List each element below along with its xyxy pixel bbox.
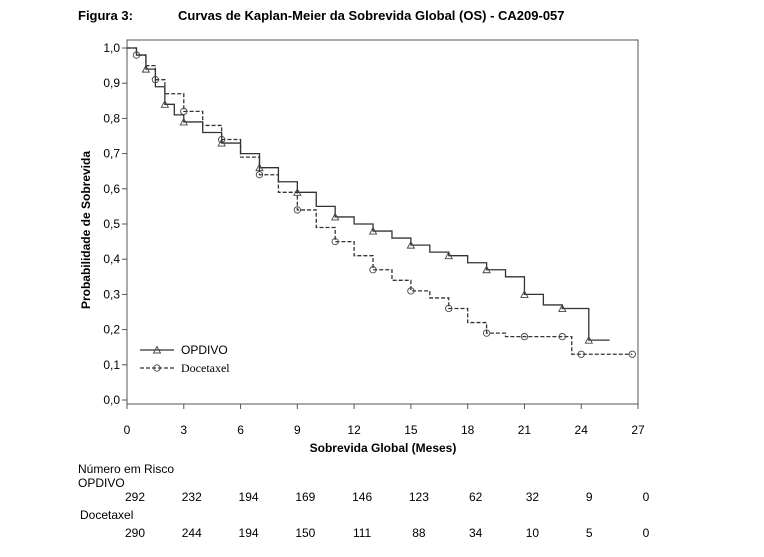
figure-number: Figura 3:: [78, 8, 133, 23]
risk-count: 10: [525, 526, 540, 540]
x-tick-label: 15: [404, 423, 418, 437]
censor-mark: [558, 304, 567, 312]
risk-count: 34: [468, 526, 483, 540]
risk-count: 32: [525, 490, 540, 504]
x-axis-label: Sobrevida Global (Meses): [310, 441, 457, 455]
censor-mark: [369, 266, 377, 274]
y-tick-label: 1,0: [103, 41, 120, 55]
censor-mark: [160, 99, 170, 108]
survival-line: [127, 47, 633, 355]
censor-mark: [520, 289, 529, 298]
censor-mark: [151, 76, 160, 84]
censor-mark: [445, 304, 453, 313]
censor-mark: [255, 171, 264, 179]
risk-count: 5: [585, 526, 593, 540]
censor-mark: [407, 287, 415, 295]
censor-mark: [180, 107, 188, 116]
censor-mark: [293, 206, 301, 214]
censor-mark: [482, 329, 491, 337]
y-tick-label: 0,6: [103, 182, 120, 196]
censor-mark: [577, 350, 585, 358]
y-tick-label: 0,4: [103, 252, 120, 266]
risk-count: 169: [295, 490, 316, 504]
y-tick-label: 0,7: [103, 147, 120, 161]
x-tick-label: 9: [294, 423, 301, 437]
plot-frame: [126, 39, 639, 405]
censor-mark: [217, 138, 226, 147]
x-axis-ticks: 0 3 6 9 12 15 18 21 24 27: [124, 404, 645, 437]
y-tick-label: 0,3: [103, 287, 120, 301]
censor-mark: [331, 237, 339, 246]
censor-mark: [558, 332, 566, 341]
x-tick-label: 6: [237, 423, 244, 437]
y-axis-label: Probabilidade de Sobrevida: [79, 151, 93, 309]
censor-mark: [482, 265, 491, 274]
risk-arm-docetaxel-label: Docetaxel: [80, 508, 134, 522]
risk-count: 123: [408, 490, 429, 504]
censor-mark: [584, 335, 594, 344]
risk-count: 111: [352, 526, 372, 540]
risk-arm-opdivo-label: OPDIVO: [78, 476, 125, 490]
x-tick-label: 3: [180, 423, 187, 437]
risk-count: 0: [642, 526, 650, 540]
legend-label: Docetaxel: [181, 361, 230, 375]
kaplan-meier-chart: 0,0 0,1 0,2 0,3 0,4 0,5 0,6 0,7 0,8 0,9 1,0 0 3 6 9 12…: [79, 39, 645, 455]
figure-title: Figura 3: Curvas de Kaplan-Meier da Sobre…: [78, 8, 565, 23]
series-opdivo: [127, 47, 610, 344]
risk-count: 244: [181, 526, 202, 540]
x-tick-label: 27: [631, 423, 645, 437]
chart-legend: OPDIVO Docetaxel: [140, 343, 230, 375]
censor-mark: [628, 350, 636, 358]
risk-count: 194: [238, 526, 259, 540]
y-tick-label: 0,1: [103, 358, 120, 372]
risk-count: 232: [181, 490, 202, 504]
survival-line: [127, 47, 610, 341]
risk-row-docetaxel: 290 244 194 150 111 88 34 10 5 0: [0, 526, 764, 542]
series-docetaxel: [127, 47, 636, 358]
censor-mark: [520, 332, 529, 341]
censor-mark: [217, 135, 226, 144]
risk-count: 146: [352, 490, 373, 504]
risk-count: 0: [642, 490, 650, 504]
y-tick-label: 0,0: [103, 393, 120, 407]
x-tick-label: 21: [518, 423, 532, 437]
x-tick-label: 12: [347, 423, 361, 437]
risk-row-opdivo: 292 232 194 169 146 123 62 32 9 0: [0, 490, 764, 506]
risk-count: 9: [585, 490, 593, 504]
censor-mark: [132, 51, 141, 59]
censor-mark: [153, 364, 161, 372]
risk-count: 62: [468, 490, 483, 504]
risk-count: 290: [124, 526, 146, 540]
y-tick-label: 0,2: [103, 323, 120, 337]
survival-curves: [127, 47, 636, 358]
censor-mark: [141, 64, 151, 73]
risk-count: 150: [295, 526, 316, 540]
y-tick-label: 0,8: [103, 111, 120, 125]
risk-count: 292: [124, 490, 146, 504]
censor-mark: [368, 226, 378, 235]
risk-count: 88: [412, 526, 426, 540]
y-axis-ticks: 0,0 0,1 0,2 0,3 0,4 0,5 0,6 0,7 0,8 0,9 1,0: [103, 41, 127, 407]
x-tick-label: 0: [124, 423, 131, 437]
censor-mark: [330, 212, 340, 221]
censor-mark: [152, 345, 162, 354]
figure-title-text: Curvas de Kaplan-Meier da Sobrevida Glob…: [178, 8, 565, 23]
risk-table-title: Número em Risco: [78, 462, 175, 476]
censor-mark: [179, 117, 189, 126]
risk-count: 194: [238, 490, 259, 504]
x-tick-label: 18: [461, 423, 475, 437]
y-tick-label: 0,9: [103, 76, 120, 90]
censor-mark: [406, 240, 416, 249]
censor-mark: [444, 251, 453, 260]
x-tick-label: 24: [575, 423, 589, 437]
y-tick-label: 0,5: [103, 217, 120, 231]
legend-label: OPDIVO: [181, 343, 228, 357]
